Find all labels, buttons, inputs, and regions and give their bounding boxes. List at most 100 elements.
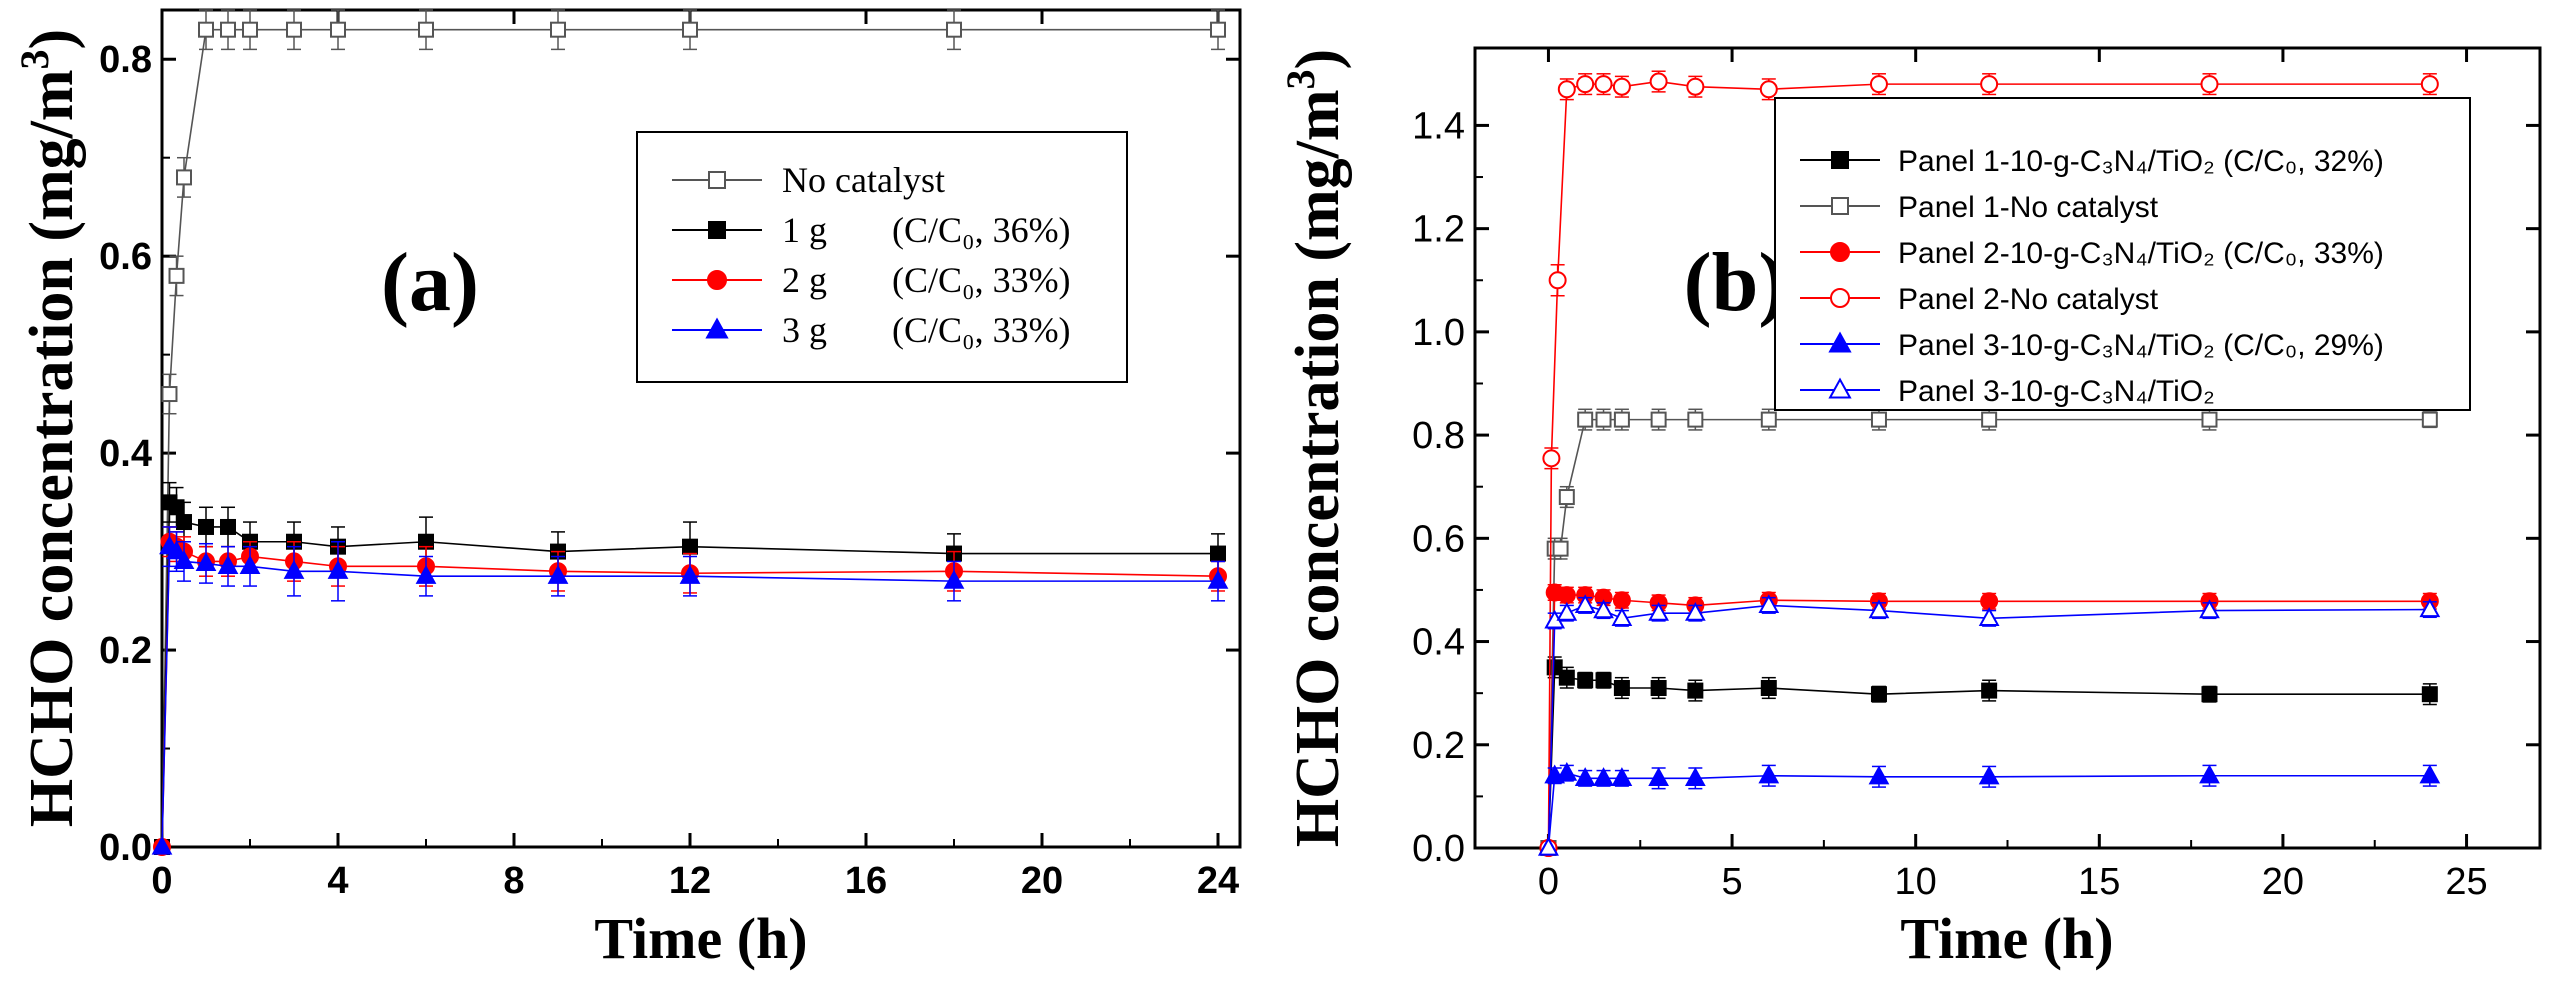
x-tick-label: 10: [1895, 861, 1937, 903]
x-tick-label: 12: [669, 860, 711, 902]
data-point: [1556, 601, 1578, 621]
legend-marker: [1831, 197, 1849, 215]
data-point: [679, 565, 701, 584]
legend-marker: [1830, 242, 1850, 262]
legend-note: (C/C₀, 33%): [892, 310, 1071, 350]
y-tick-label: 1.0: [1412, 312, 1465, 354]
data-point: [1648, 601, 1669, 621]
data-point: [1210, 21, 1226, 38]
data-point: [2419, 764, 2441, 784]
data-point: [2421, 411, 2438, 428]
y-axis-label-a: HCHO concentration (mg/m3): [12, 29, 86, 827]
data-point: [1980, 75, 1999, 94]
data-point: [2420, 75, 2439, 94]
legend-note: (C/C₀, 33%): [892, 260, 1071, 300]
data-point: [1577, 411, 1594, 428]
data-point: [1758, 594, 1780, 614]
data-point: [547, 565, 569, 584]
legend-label: 1 g: [782, 210, 827, 250]
data-point: [1758, 764, 1780, 784]
data-point: [168, 267, 185, 284]
data-point: [1981, 411, 1998, 428]
legend-label: Panel 3-10-g-C₃N₄/TiO₂: [1898, 375, 2215, 408]
data-point: [1980, 592, 1999, 611]
data-point: [1595, 411, 1612, 428]
x-tick-label: 24: [1197, 860, 1239, 902]
data-point: [2201, 411, 2218, 428]
data-point: [1576, 75, 1595, 94]
data-point: [1760, 411, 1777, 428]
data-point: [1611, 767, 1633, 786]
x-axis-label-a: Time (h): [594, 906, 807, 971]
data-point: [166, 540, 187, 560]
data-point: [1687, 682, 1704, 699]
y-tick-label: 0.0: [1412, 828, 1465, 870]
data-point: [1558, 669, 1575, 686]
data-point: [1981, 682, 1998, 699]
y-tick-label: 0.8: [99, 39, 152, 81]
data-point: [1648, 767, 1669, 786]
data-point: [173, 550, 195, 570]
legend-label: No catalyst: [782, 160, 945, 200]
x-tick-label: 0: [1538, 861, 1559, 903]
data-point: [1613, 680, 1630, 696]
legend-marker: [707, 270, 727, 290]
series-a-3: [151, 526, 1229, 855]
legend-marker: [705, 317, 729, 339]
data-point: [176, 514, 192, 531]
data-point: [2201, 686, 2218, 703]
data-point: [1574, 594, 1596, 614]
data-point: [327, 560, 349, 579]
data-point: [1557, 80, 1576, 99]
y-tick-label: 0.6: [99, 236, 152, 278]
data-point: [418, 21, 434, 38]
data-point: [1650, 680, 1667, 696]
x-axis-label-b: Time (h): [1900, 906, 2113, 971]
data-point: [1868, 599, 1890, 619]
data-point: [1870, 411, 1887, 428]
legend-b: Panel 1-10-g-C₃N₄/TiO₂ (C/C₀, 32%) Panel …: [1774, 97, 2471, 411]
legend-label: Panel 1-10-g-C₃N₄/TiO₂ (C/C₀, 32%): [1898, 145, 2384, 178]
series-a-1: [154, 481, 1226, 855]
x-tick-label: 4: [327, 860, 348, 902]
series-line: [1547, 80, 2430, 849]
data-point: [161, 386, 178, 403]
data-point: [1207, 569, 1229, 589]
data-point: [1577, 672, 1594, 689]
plot-frame-a: [160, 8, 1242, 849]
y-tick-label: 0.6: [1412, 518, 1465, 560]
x-tick-label: 16: [845, 860, 887, 902]
series-b-0: [1540, 656, 2438, 856]
data-point: [943, 569, 965, 589]
y-tick-label: 1.2: [1412, 209, 1465, 251]
data-point: [195, 552, 217, 572]
data-point: [1760, 680, 1777, 696]
data-point: [2419, 598, 2441, 618]
legend-marker: [1828, 377, 1852, 399]
data-point: [2200, 75, 2219, 94]
data-point: [1594, 75, 1613, 94]
y-axis-label-b: HCHO concentration (mg/m3): [1278, 49, 1352, 847]
data-point: [168, 499, 185, 516]
x-tick-label: 25: [2445, 861, 2487, 903]
legend-label: 3 g: [782, 310, 827, 350]
data-point: [1650, 411, 1667, 428]
data-point: [1649, 72, 1668, 91]
y-tick-label: 0.2: [1412, 725, 1465, 767]
panel-label-b: (b): [1684, 236, 1787, 329]
series-line: [161, 28, 1218, 848]
data-point: [1210, 545, 1226, 562]
data-point: [1548, 271, 1567, 290]
data-point: [242, 21, 258, 38]
data-point: [1869, 75, 1888, 94]
data-point: [2199, 764, 2220, 784]
data-point: [682, 538, 698, 555]
data-point: [1870, 686, 1887, 703]
data-point: [2421, 686, 2438, 703]
legend-marker: [1830, 288, 1850, 308]
x-tick-label: 5: [1721, 861, 1742, 903]
data-point: [239, 555, 261, 574]
data-point: [198, 21, 214, 38]
legend-note: (C/C₀, 36%): [892, 210, 1071, 250]
y-tick-label: 0.8: [1412, 415, 1465, 457]
